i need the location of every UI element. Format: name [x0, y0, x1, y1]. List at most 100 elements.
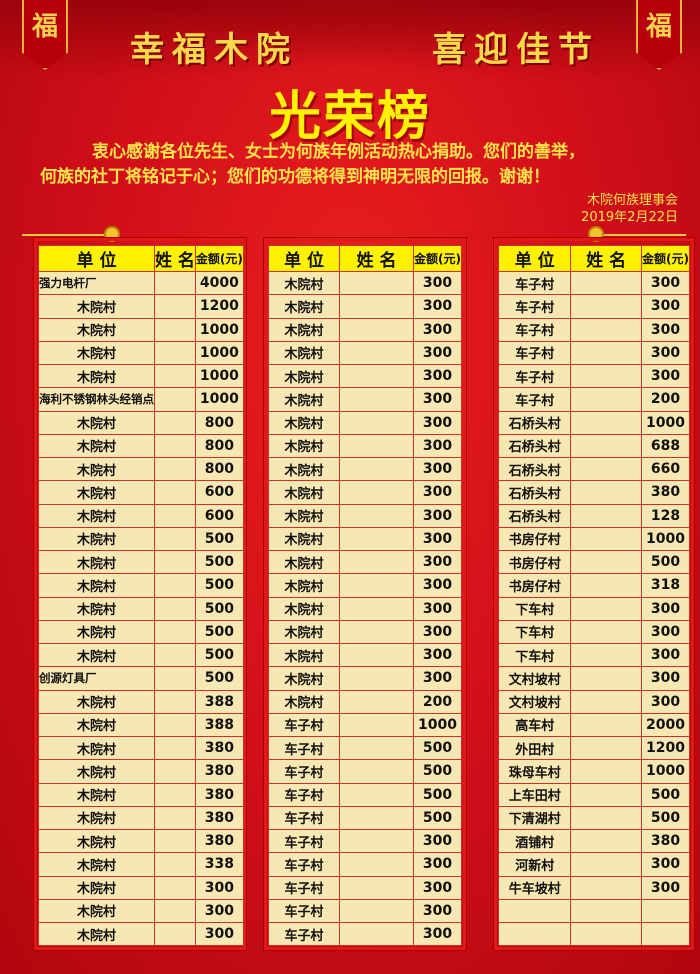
amount-cell: 300 — [641, 340, 690, 366]
table-row: 木院村 300 — [267, 340, 462, 366]
name-cell — [154, 503, 196, 528]
name-cell — [339, 340, 414, 366]
column-header-unit: 单 位 — [267, 245, 341, 272]
table-row: 书房仔村 500 — [497, 549, 690, 575]
name-cell — [154, 712, 196, 738]
table-row: 外田村 1200 — [497, 735, 690, 761]
table-row: 石桥头村 660 — [497, 456, 690, 482]
table-row: 木院村 388 — [38, 689, 244, 714]
name-cell — [339, 480, 414, 505]
unit-cell: 木院村 — [38, 294, 155, 319]
unit-cell: 木院村 — [38, 340, 155, 366]
amount-cell: 1000 — [413, 712, 462, 738]
name-cell — [154, 433, 196, 459]
name-cell — [154, 456, 196, 482]
table-row: 高车村 2000 — [497, 712, 690, 738]
name-cell — [154, 270, 196, 296]
ornament-right — [596, 226, 686, 236]
table-row: 木院村 380 — [38, 782, 244, 807]
unit-cell: 下车村 — [497, 596, 572, 621]
amount-cell: 500 — [194, 596, 244, 621]
curtain-decoration — [0, 0, 700, 110]
table-row: 上车田村 500 — [497, 782, 690, 807]
unit-cell: 车子村 — [267, 759, 341, 784]
unit-cell: 石桥头村 — [497, 480, 572, 505]
table-header: 单 位姓 名金额(元) — [497, 245, 690, 272]
table-row: 酒铺村 380 — [497, 828, 690, 854]
name-cell — [339, 759, 414, 784]
amount-cell: 300 — [413, 642, 462, 668]
name-cell — [570, 712, 642, 738]
amount-cell: 600 — [194, 480, 244, 505]
amount-cell: 500 — [413, 805, 462, 831]
intro-line-1: 衷心感谢各位先生、女士为何族年例活动热心捐助。您们的善举， — [92, 142, 585, 162]
unit-cell: 书房仔村 — [497, 549, 572, 575]
name-cell — [339, 875, 414, 900]
table-row: 木院村 380 — [38, 735, 244, 761]
amount-cell: 300 — [413, 666, 462, 691]
table-row: 木院村 1000 — [38, 317, 244, 342]
amount-cell: 300 — [413, 573, 462, 598]
table-row: 河新村 300 — [497, 852, 690, 877]
table-row: 海利不锈钢林头经销点 1000 — [38, 387, 244, 412]
name-cell — [339, 735, 414, 761]
name-cell — [570, 549, 642, 575]
table-row: 木院村 1000 — [38, 363, 244, 389]
unit-cell: 高车村 — [497, 712, 572, 738]
name-cell — [154, 387, 196, 412]
intro-line-2: 何族的社丁将铭记于心；您们的功德将得到神明无限的回报。谢谢！ — [40, 167, 550, 187]
name-cell — [339, 898, 414, 924]
table-row: 石桥头村 688 — [497, 433, 690, 459]
unit-cell: 车子村 — [267, 898, 341, 924]
amount-cell — [641, 921, 690, 947]
amount-cell: 388 — [194, 712, 244, 738]
unit-cell: 木院村 — [38, 619, 155, 645]
amount-cell: 300 — [641, 642, 690, 668]
unit-cell: 木院村 — [38, 317, 155, 342]
unit-cell: 木院村 — [267, 526, 341, 552]
amount-cell: 800 — [194, 433, 244, 459]
table-row: 车子村 300 — [267, 921, 462, 947]
name-cell — [154, 898, 196, 924]
name-cell — [570, 433, 642, 459]
amount-cell: 1200 — [194, 294, 244, 319]
amount-cell: 300 — [413, 828, 462, 854]
amount-cell: 500 — [194, 619, 244, 645]
table-row: 车子村 300 — [267, 828, 462, 854]
name-cell — [570, 642, 642, 668]
name-cell — [570, 294, 642, 319]
table-frame — [34, 238, 246, 950]
unit-cell: 下车村 — [497, 619, 572, 645]
unit-cell: 车子村 — [497, 270, 572, 296]
name-cell — [570, 898, 642, 924]
amount-cell: 600 — [194, 503, 244, 528]
unit-cell: 木院村 — [267, 387, 341, 412]
amount-cell: 500 — [641, 805, 690, 831]
name-cell — [339, 852, 414, 877]
name-cell — [570, 666, 642, 691]
table-row: 石桥头村 128 — [497, 503, 690, 528]
unit-cell: 木院村 — [38, 921, 155, 947]
name-cell — [570, 573, 642, 598]
amount-cell — [641, 898, 690, 924]
name-cell — [154, 549, 196, 575]
unit-cell: 下车村 — [497, 642, 572, 668]
unit-cell: 石桥头村 — [497, 433, 572, 459]
table-row: 车子村 500 — [267, 759, 462, 784]
amount-cell: 300 — [413, 503, 462, 528]
table-row: 文村坡村 300 — [497, 689, 690, 714]
unit-cell: 车子村 — [497, 363, 572, 389]
unit-cell: 木院村 — [267, 666, 341, 691]
table-row: 木院村 500 — [38, 549, 244, 575]
amount-cell: 300 — [641, 852, 690, 877]
table-row: 车子村 300 — [497, 340, 690, 366]
name-cell — [154, 480, 196, 505]
table-row: 木院村 300 — [267, 363, 462, 389]
table-row: 木院村 300 — [38, 898, 244, 924]
unit-cell: 木院村 — [38, 805, 155, 831]
unit-cell: 木院村 — [38, 480, 155, 505]
name-cell — [339, 596, 414, 621]
unit-cell: 木院村 — [267, 433, 341, 459]
name-cell — [570, 921, 642, 947]
name-cell — [570, 526, 642, 552]
